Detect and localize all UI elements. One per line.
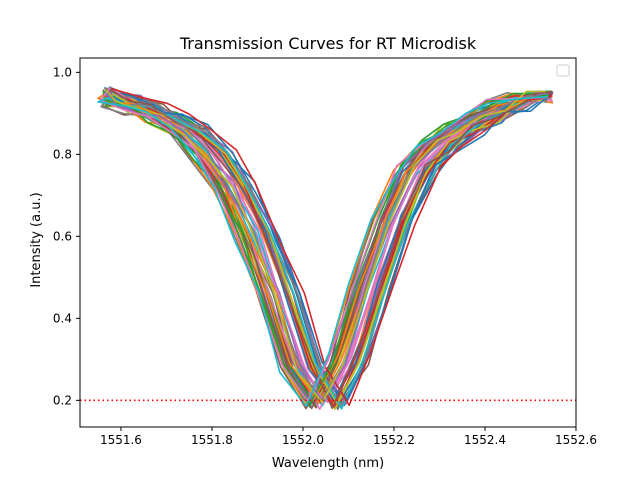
series-line [102, 89, 552, 410]
series-layer [97, 86, 554, 411]
series-line [103, 87, 551, 404]
y-tick-label: 0.8 [53, 147, 72, 161]
series-line [104, 89, 546, 403]
y-tick-label: 0.2 [53, 393, 72, 407]
y-axis-ticks: 0.2 0.4 0.6 0.8 1.0 [53, 65, 80, 407]
series-line [103, 91, 549, 410]
x-axis-label: Wavelength (nm) [272, 456, 384, 471]
x-tick-label: 1552.6 [555, 433, 597, 447]
x-tick-label: 1551.8 [191, 433, 233, 447]
x-tick-label: 1551.6 [100, 433, 142, 447]
y-tick-label: 0.6 [53, 229, 72, 243]
plot-area [79, 57, 577, 428]
x-tick-label: 1552.0 [282, 433, 324, 447]
y-tick-label: 0.4 [53, 311, 72, 325]
y-tick-label: 1.0 [53, 65, 72, 79]
x-tick-label: 1552.2 [373, 433, 415, 447]
x-tick-label: 1552.4 [464, 433, 506, 447]
legend-box [556, 64, 570, 77]
series-line [97, 95, 548, 407]
series-line [103, 94, 545, 399]
x-axis-ticks: 1551.6 1551.8 1552.0 1552.2 1552.4 1552.6 [100, 427, 597, 447]
series-line [99, 86, 549, 402]
series-line [111, 87, 553, 406]
y-axis-label: Intensity (a.u.) [29, 192, 44, 287]
series-line [109, 91, 550, 401]
chart-title: Transmission Curves for RT Microdisk [179, 34, 477, 53]
axes-frame [79, 57, 577, 428]
